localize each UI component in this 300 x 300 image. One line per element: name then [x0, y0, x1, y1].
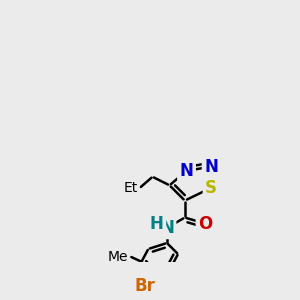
Text: Et: Et [124, 181, 138, 195]
Text: N: N [180, 162, 194, 180]
Text: S: S [205, 179, 217, 197]
Text: Br: Br [134, 278, 155, 296]
Text: Me: Me [107, 250, 128, 264]
Text: O: O [198, 214, 212, 232]
Text: N: N [160, 219, 174, 237]
Text: H: H [150, 214, 164, 232]
Text: N: N [204, 158, 218, 175]
Text: H: H [150, 214, 164, 232]
